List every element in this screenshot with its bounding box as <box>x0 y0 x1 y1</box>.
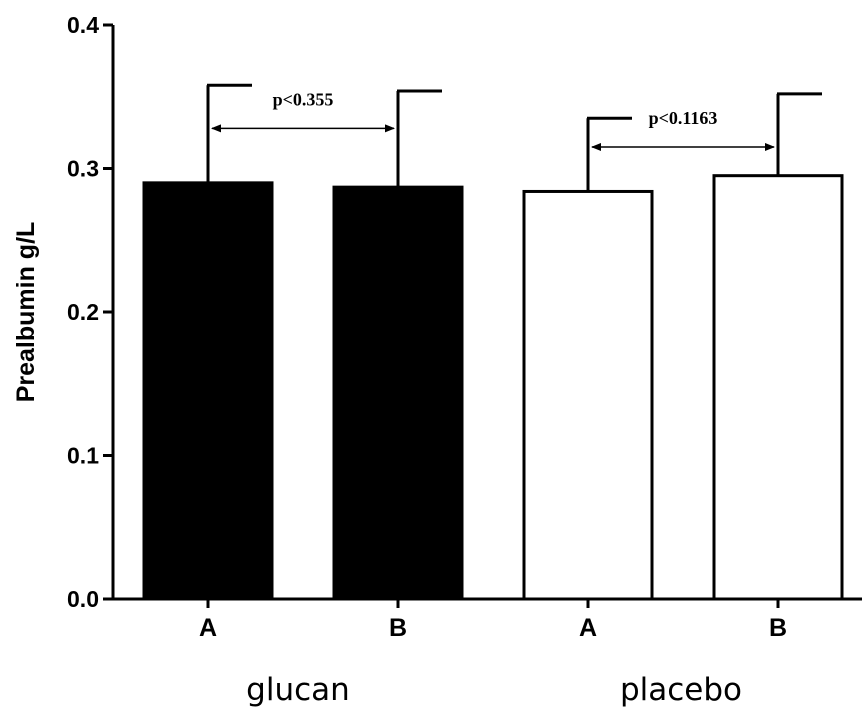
category-label: B <box>389 614 407 642</box>
y-tick-label: 0.3 <box>67 156 99 182</box>
y-tick-label: 0.2 <box>67 299 99 325</box>
y-tick-label: 0.4 <box>67 12 99 38</box>
y-tick-label: 0.0 <box>67 586 99 612</box>
group-label-placebo: placebo <box>620 672 742 708</box>
category-label: A <box>199 614 217 642</box>
category-label: B <box>769 614 787 642</box>
bar-placebo-b <box>712 174 844 601</box>
bar-glucan-b <box>332 185 464 601</box>
annotations: p<0.355 p<0.1163 <box>211 89 775 151</box>
category-label: A <box>579 614 597 642</box>
p-value-label: p<0.355 <box>273 89 334 109</box>
group-label-glucan: glucan <box>246 672 350 708</box>
y-axis-label: Prealbumin g/L <box>12 222 40 403</box>
error-bars <box>206 83 822 192</box>
bar-glucan-a <box>142 181 274 601</box>
bars <box>142 174 844 601</box>
p-value-label: p<0.1163 <box>649 108 718 128</box>
bar-placebo-a <box>522 189 654 601</box>
y-tick-label: 0.1 <box>67 443 99 469</box>
